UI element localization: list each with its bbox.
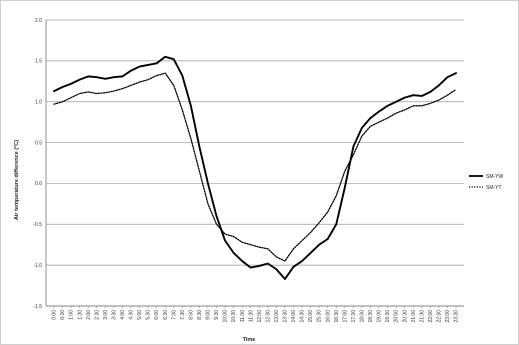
y-tick-label: -0.5 [33,222,42,228]
x-tick-label: 4:30 [129,310,135,320]
x-tick-label: 23:00 [445,310,451,323]
x-tick-label: 12:00 [257,310,263,323]
x-tick-label: 20:30 [402,310,408,323]
x-tick-label: 8:30 [197,310,203,320]
x-tick-label: 21:30 [419,310,425,323]
y-tick-label: 2.0 [35,18,42,24]
x-tick-label: 6:30 [163,310,169,320]
y-tick-label: -1.5 [33,304,42,310]
x-tick-label: 22:00 [428,310,434,323]
x-tick-label: 22:30 [436,310,442,323]
x-tick-label: 10:00 [223,310,229,323]
x-tick-label: 19:00 [377,310,383,323]
x-tick-label: 13:30 [283,310,289,323]
x-tick-label: 7:30 [180,310,186,320]
x-tick-label: 15:00 [308,310,314,323]
x-tick-label: 16:00 [325,310,331,323]
x-tick-label: 15:30 [317,310,323,323]
legend-label-sm-yt: SM-YT [486,185,502,191]
x-tick-label: 1:00 [69,310,75,320]
grid [46,19,464,307]
x-tick-label: 11:30 [248,310,254,322]
x-tick-label: 9:30 [214,310,220,320]
x-tick-label: 11:00 [240,310,246,322]
x-tick-label: 23:30 [454,310,460,323]
x-tick-label: 1:30 [77,310,83,320]
x-tick-label: 6:00 [154,310,160,320]
x-tick-label: 5:30 [146,310,152,320]
x-tick-label: 9:00 [206,310,212,320]
x-tick-label: 14:30 [300,310,306,323]
y-tick-label: 0.0 [35,181,42,187]
x-tick-label: 2:00 [86,310,92,320]
x-tick-label: 18:30 [368,310,374,323]
x-tick-label: 13:00 [274,310,280,323]
x-tick-label: 17:30 [351,310,357,323]
x-tick-label: 3:30 [111,310,117,320]
x-tick-label: 8:00 [188,310,194,320]
axes: 2.01.51.00.50.0-0.5-1.0-1.50:00 0:30 1:00 1… [33,18,464,323]
legend: SM-YW SM-YT [469,174,504,191]
x-tick-label: 7:00 [171,310,177,320]
x-tick-label: 21:00 [411,310,417,323]
x-axis-label: Time [243,337,256,343]
series-line-sm-yt [53,72,457,262]
y-tick-label: -1.0 [33,263,42,269]
x-tick-label: 18:00 [360,310,366,323]
x-tick-label: 20:00 [394,310,400,323]
x-tick-label: 4:00 [120,310,126,320]
y-tick-label: 0.5 [35,140,42,146]
series-line-sm-yw [53,55,457,280]
x-tick-label: 2:30 [94,310,100,320]
x-tick-label: 5:00 [137,310,143,320]
x-tick-label: 17:00 [342,310,348,323]
x-tick-label: 0:00 [52,310,58,320]
x-tick-label: 14:00 [291,310,297,323]
y-tick-label: 1.5 [35,59,42,65]
x-tick-label: 19:30 [385,310,391,323]
legend-label-sm-yw: SM-YW [486,174,504,180]
series-lines [53,55,457,280]
x-tick-label: 3:00 [103,310,109,320]
x-tick-label: 10:30 [231,310,237,323]
x-tick-label: 12:30 [265,310,271,323]
y-axis-label: Air temperature difference (°C) [14,140,20,220]
x-tick-label: 16:30 [334,310,340,323]
y-tick-label: 1.0 [35,100,42,106]
x-tick-label: 0:30 [60,310,66,320]
